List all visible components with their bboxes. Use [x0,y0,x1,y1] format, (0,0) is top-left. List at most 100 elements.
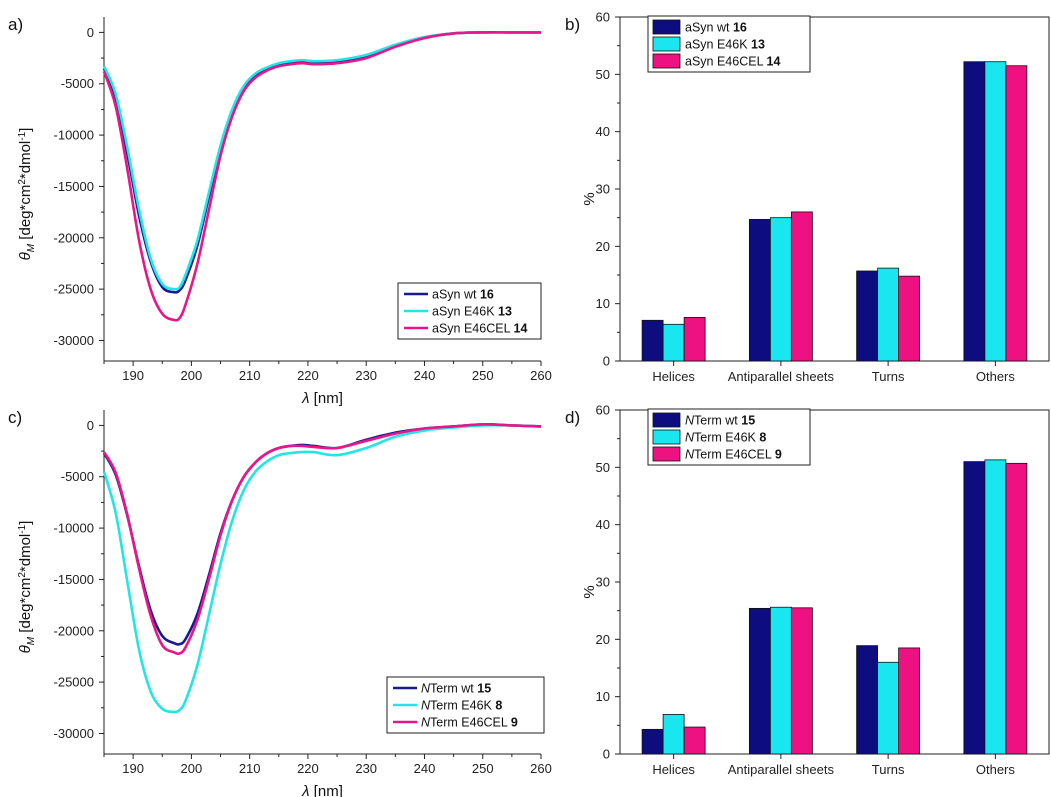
bar [1005,65,1028,362]
y-tick-label: -30000 [54,333,94,348]
x-tick-label: 250 [472,368,494,383]
bar [769,606,792,755]
y-tick-label: 10 [596,689,610,704]
x-tick-label: 260 [530,368,552,383]
series-line [102,31,541,291]
chart-panel-1: a) 190 200 210 220 230 240 250 260 0 -5000 -10000 -1… [8,15,552,407]
legend-entry: aSyn E46K 13 [685,38,765,52]
chart-panel-3: c) 190 200 210 220 230 240 250 260 0 -5000 -10000 -1… [8,408,552,797]
y-tick-label: 0 [87,418,94,433]
bar [898,647,921,755]
legend-entry: aSyn E46K 13 [432,305,512,319]
bar [1005,462,1028,755]
y-tick-label: 50 [596,67,610,82]
x-tick-label: 210 [239,368,261,383]
legend-entry: NTerm E46K 8 [421,699,502,713]
bar [662,323,685,362]
category-label: Antiparallel sheets [728,369,835,384]
legend-entry: aSyn E46CEL 14 [432,322,527,336]
legend-swatch [652,36,681,52]
series-line [102,423,542,714]
bar [748,218,771,362]
legend-swatch [652,429,681,445]
bar [683,317,706,362]
y-tick-label: -25000 [54,675,94,690]
y-tick-label: 60 [596,403,610,418]
category-label: Antiparallel sheets [728,762,835,777]
y-tick-label: 60 [596,10,610,25]
x-tick-label: 250 [472,761,494,776]
bar [748,607,771,755]
x-tick-label: 190 [122,761,144,776]
chart-panel-2: b) 0 10 20 30 40 50 60 Helices Antiparallel sheet… [565,10,1050,384]
x-tick-label: 220 [297,368,319,383]
series-line [102,423,542,656]
bar [790,607,813,755]
bar [898,275,921,362]
bar [641,728,664,755]
bar [984,61,1007,362]
panel-label: d) [565,408,580,427]
bar [856,645,879,755]
y-tick-label: -5000 [61,469,94,484]
y-axis-label: % [581,585,598,598]
y-tick-label: 10 [596,296,610,311]
y-tick-label: -20000 [54,230,94,245]
y-tick-label: 30 [596,182,610,197]
bar [683,726,706,755]
y-tick-label: 0 [603,747,610,762]
legend-swatch [652,53,681,69]
legend-entry: aSyn wt 16 [432,288,494,302]
panel-label: c) [8,408,22,427]
y-axis-label: θM [deg*cm2*dmol-1] [17,128,37,261]
legend-entry: NTerm E46CEL 9 [421,716,518,730]
y-tick-label: -15000 [54,572,94,587]
bar [877,267,900,362]
y-tick-label: 30 [596,575,610,590]
y-tick-label: -10000 [54,128,94,143]
x-axis-label: λ [nm] [301,390,343,407]
x-tick-label: 200 [181,368,203,383]
y-tick-label: -30000 [54,726,94,741]
x-axis-label: λ [nm] [301,783,343,797]
legend-swatch [652,19,681,35]
bar [662,714,685,755]
x-tick-label: 230 [355,368,377,383]
x-tick-label: 210 [239,761,261,776]
legend-entry: aSyn wt 16 [685,21,747,35]
y-axis-label: % [581,192,598,205]
chart-panel-4: d) 0 10 20 30 40 50 60 Helices Antiparallel sheet… [565,403,1050,777]
legend-entry: NTerm E46CEL 9 [685,448,782,462]
legend-entry: NTerm wt 15 [685,414,755,428]
bar [790,211,813,362]
category-label: Helices [652,369,695,384]
x-tick-label: 200 [181,761,203,776]
bar [877,661,900,755]
bar [984,459,1007,755]
x-tick-label: 220 [297,761,319,776]
legend-swatch [652,412,681,428]
x-tick-label: 230 [355,761,377,776]
legend-swatch [652,446,681,462]
y-tick-label: 20 [596,239,610,254]
x-tick-label: 190 [122,368,144,383]
y-tick-label: 40 [596,517,610,532]
category-label: Turns [872,762,905,777]
legend-entry: NTerm wt 15 [421,682,491,696]
y-tick-label: 20 [596,632,610,647]
series-line [102,31,541,322]
category-label: Others [976,762,1016,777]
x-tick-label: 240 [414,761,436,776]
bar [963,61,986,362]
y-tick-label: 0 [603,354,610,369]
x-tick-label: 240 [414,368,436,383]
series-line [102,423,542,646]
x-tick-label: 260 [530,761,552,776]
series-line [102,31,541,294]
bar [963,461,986,755]
y-tick-label: -10000 [54,521,94,536]
y-tick-label: 50 [596,460,610,475]
bar [641,319,664,362]
